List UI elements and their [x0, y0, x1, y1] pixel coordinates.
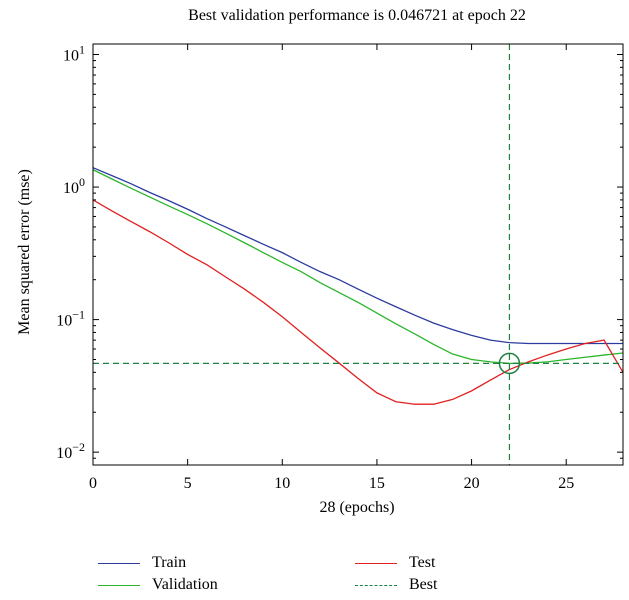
performance-chart: Best validation performance is 0.046721 … [16, 7, 624, 516]
legend-label: Best [409, 576, 438, 593]
legend-item-best: Best [355, 575, 437, 595]
best-point-marker [498, 352, 521, 375]
x-tick-label: 15 [369, 475, 385, 492]
y-tick-label: 100 [63, 175, 85, 197]
y-axis-label: Mean squared error (mse) [16, 169, 33, 335]
legend-swatch [355, 562, 397, 564]
x-tick-label: 20 [464, 475, 480, 492]
x-tick-label: 5 [184, 475, 192, 492]
series-line-validation [93, 169, 623, 365]
chart-title: Best validation performance is 0.046721 … [188, 7, 526, 24]
legend: Train Validation Test Best [0, 553, 629, 600]
legend-swatch [98, 562, 140, 564]
y-tick-label: 10−1 [56, 308, 85, 330]
legend-swatch [355, 584, 397, 586]
x-axis-label: 28 (epochs) [319, 499, 394, 516]
plot-frame [92, 43, 624, 466]
legend-item-validation: Validation [98, 575, 218, 595]
legend-label: Test [409, 554, 436, 571]
series-line-test [93, 199, 623, 405]
y-tick-label: 10−2 [56, 440, 85, 462]
legend-item-test: Test [355, 553, 435, 573]
x-tick-label: 10 [274, 475, 290, 492]
x-tick-label: 25 [558, 475, 574, 492]
legend-label: Train [152, 554, 187, 571]
legend-item-train: Train [98, 553, 186, 573]
y-tick-label: 101 [63, 42, 85, 64]
series-line-train [93, 167, 623, 345]
legend-swatch [98, 584, 140, 586]
x-tick-label: 0 [89, 475, 97, 492]
legend-label: Validation [152, 576, 218, 593]
